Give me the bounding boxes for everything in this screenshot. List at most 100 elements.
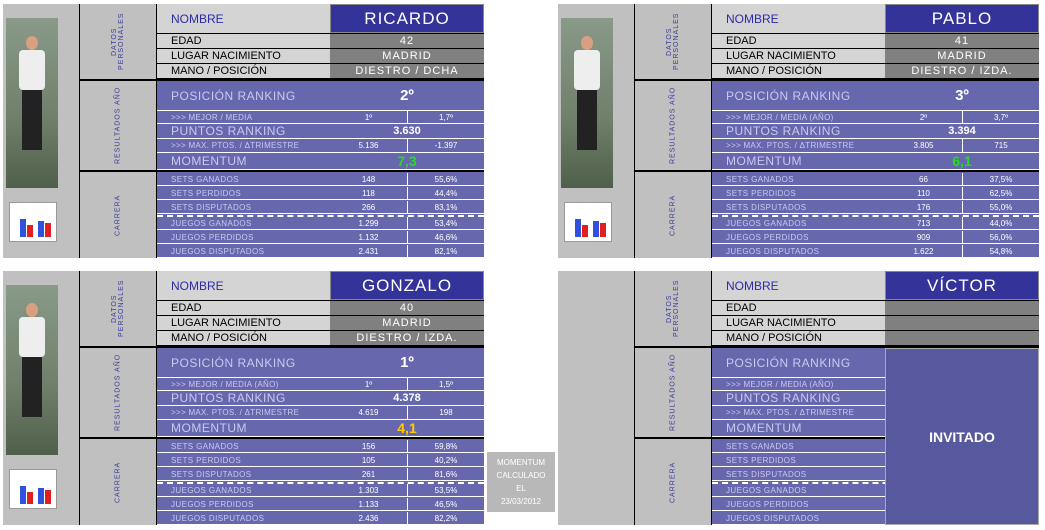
photo-figure-head [26,36,38,50]
mini-bar [38,488,44,504]
section-side: RESULTADOS AÑO [80,81,156,170]
row-value: 53,5% [407,484,484,497]
row-label: EDAD [712,301,885,315]
photo-figure-head [26,303,38,317]
section-title: CARRERA [669,461,677,503]
row-label: >>> MAX. PTOS. / ΔTRIMESTRE [712,139,885,153]
row-label: PUNTOS RANKING [157,124,330,139]
row-label: >>> MAX. PTOS. / ΔTRIMESTRE [157,139,330,153]
photo-figure-body [19,317,45,357]
section-title: RESULTADOS AÑO [114,86,122,165]
row-label: >>> MAX. PTOS. / ΔTRIMESTRE [712,406,885,420]
row-label: POSICIÓN RANKING [157,81,330,111]
row-label: PUNTOS RANKING [712,391,885,406]
row-label: MOMENTUM [712,420,885,437]
row-label: JUEGOS DISPUTADOS [157,512,330,525]
row-label: >>> MEJOR / MEDIA (AÑO) [157,378,330,391]
row-label: SETS DISPUTADOS [712,201,885,214]
row-value: 40 [330,301,484,315]
row-label: MANO / POSICIÓN [712,331,885,345]
player-card: DATOS PERSONALES RESULTADOS AÑO CARRERA NOM… [3,271,484,525]
section-title: RESULTADOS AÑO [669,86,677,165]
row-value [885,301,1039,315]
row-label: EDAD [157,34,330,48]
row-label: PUNTOS RANKING [712,124,885,139]
results-bg [712,81,1039,170]
section-side: CARRERA [80,172,156,258]
row-value: 1.622 [885,245,962,258]
row-label: SETS DISPUTADOS [157,201,330,214]
row-label: PUNTOS RANKING [157,391,330,406]
career-divider [712,482,1039,484]
row-value: 66 [885,173,962,186]
row-label: NOMBRE [712,271,885,300]
row-value: 55,0% [962,201,1039,214]
row-value: 1.133 [330,498,407,511]
row-value: DIESTRO / DCHA [330,64,484,78]
section-side: RESULTADOS AÑO [80,348,156,437]
row-value: 44,0% [962,217,1039,230]
row-value: 55,6% [407,173,484,186]
row-label: JUEGOS PERDIDOS [157,498,330,511]
row-label: JUEGOS PERDIDOS [712,231,885,244]
row-label: LUGAR NACIMIENTO [157,316,330,330]
row-value: 713 [885,217,962,230]
photo-figure-legs [22,357,42,417]
row-value: 1,5º [407,378,484,391]
row-label: SETS PERDIDOS [157,187,330,200]
row-label: >>> MEJOR / MEDIA (AÑO) [712,111,885,124]
row-value: 198 [407,406,484,420]
note-box: MOMENTUM CALCULADO EL 23/03/2012 [487,452,555,512]
row-label: SETS PERDIDOS [712,187,885,200]
row-value: 2.431 [330,245,407,258]
row-label: JUEGOS GANADOS [157,484,330,497]
mini-bar [45,223,51,237]
row-value: 53,4% [407,217,484,230]
row-label: SETS DISPUTADOS [712,468,885,481]
row-value: 1.303 [330,484,407,497]
mini-bar [600,223,606,237]
row-label: POSICIÓN RANKING [157,348,330,378]
row-value: 4.619 [330,406,407,420]
row-label: >>> MEJOR / MEDIA (AÑO) [712,378,885,391]
player-photo [6,18,58,188]
section-side: CARRERA [635,439,711,525]
row-label: POSICIÓN RANKING [712,81,885,111]
row-value: 54,8% [962,245,1039,258]
player-photo [6,285,58,455]
mini-bar [38,221,44,237]
row-label: MOMENTUM [157,153,330,170]
player-card: DATOS PERSONALES RESULTADOS AÑO CARRERA NOM… [558,4,1039,258]
row-value: MADRID [330,316,484,330]
section-title: CARRERA [114,194,122,236]
mini-bar [582,225,588,237]
row-value: 261 [330,468,407,481]
mini-bar [27,492,33,504]
row-value: MADRID [885,49,1039,63]
player-name: GONZALO [330,271,484,300]
row-label: MANO / POSICIÓN [157,331,330,345]
player-name: VÍCTOR [885,271,1039,300]
player-name: PABLO [885,4,1039,33]
section-title: RESULTADOS AÑO [669,353,677,432]
row-value: 2º [330,81,484,111]
row-label: JUEGOS DISPUTADOS [712,512,885,525]
photo-figure-body [19,50,45,90]
row-label: >>> MAX. PTOS. / ΔTRIMESTRE [157,406,330,420]
player-card: DATOS PERSONALES RESULTADOS AÑO CARRERA NOM… [558,271,1039,525]
note-line: EL [516,484,526,493]
row-label: MOMENTUM [712,153,885,170]
row-value: 5.136 [330,139,407,153]
row-value: 715 [962,139,1039,153]
mini-bar [20,486,26,504]
section-side: DATOS PERSONALES [635,271,711,346]
row-value: 56,0% [962,231,1039,244]
section-side: DATOS PERSONALES [80,271,156,346]
row-label: MOMENTUM [157,420,330,437]
mini-chart-icon [9,202,57,242]
section-title: RESULTADOS AÑO [114,353,122,432]
row-value: DIESTRO / IZDA. [885,64,1039,78]
photo-column [3,4,79,258]
row-value: 81,6% [407,468,484,481]
